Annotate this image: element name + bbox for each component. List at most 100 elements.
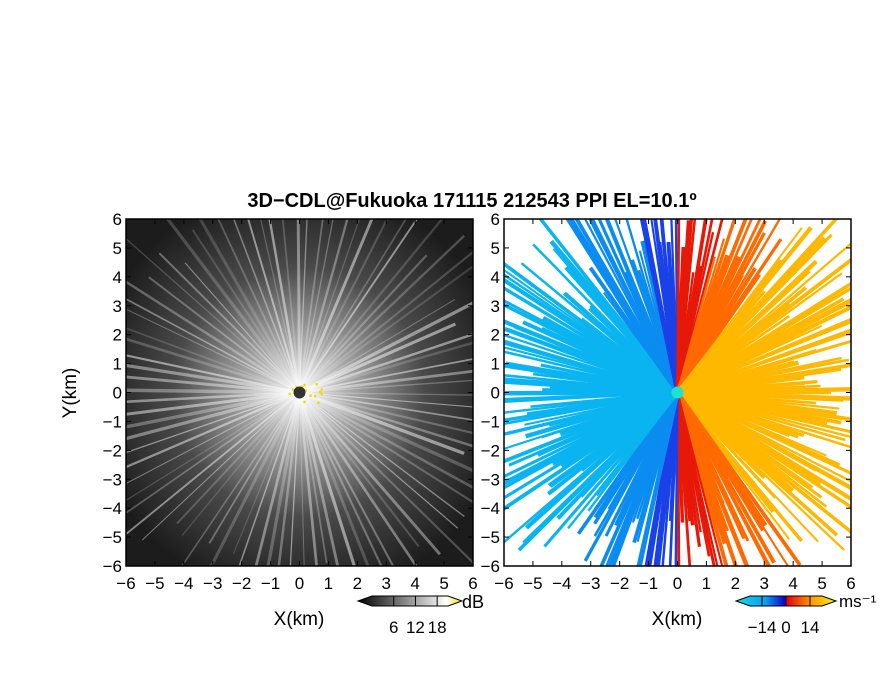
- y-tick-label: −3: [103, 470, 122, 489]
- speckle: [320, 388, 323, 391]
- echo-ray: [126, 391, 300, 416]
- echo-ray: [299, 379, 473, 394]
- echo-ray: [277, 392, 301, 566]
- echo-ray: [126, 354, 300, 394]
- colorbar-tick-label: 18: [428, 618, 447, 637]
- x-tick-label: 2: [353, 574, 362, 593]
- y-tick-label: 5: [113, 239, 122, 258]
- x-tick-label: 0: [673, 574, 682, 593]
- echo-ray: [198, 219, 301, 394]
- echo-ray: [299, 391, 473, 448]
- y-tick-label: −1: [103, 412, 122, 431]
- x-tick-label: 3: [382, 574, 391, 593]
- velocity-ray: [676, 391, 851, 475]
- y-tick-label: −4: [103, 499, 122, 518]
- speckle: [320, 392, 324, 396]
- echo-ray: [299, 391, 473, 421]
- echo-ray: [268, 219, 301, 393]
- echo-ray: [217, 219, 301, 393]
- x-tick-label: −1: [639, 574, 658, 593]
- echo-ray: [238, 392, 301, 566]
- echo-ray: [298, 392, 340, 566]
- echo-ray: [298, 392, 383, 566]
- y-tick-label: 2: [113, 326, 122, 345]
- echo-ray: [126, 363, 300, 395]
- speckle: [315, 383, 318, 386]
- x-tick-label: −3: [203, 574, 222, 593]
- echo-ray: [298, 219, 349, 393]
- echo-ray: [126, 391, 300, 404]
- echo-ray: [126, 391, 301, 536]
- echo-ray: [298, 301, 473, 395]
- echo-ray: [126, 391, 300, 469]
- velocity-ray: [676, 219, 697, 393]
- echo-ray: [209, 391, 301, 566]
- echo-ray: [126, 375, 300, 394]
- echo-ray: [266, 392, 302, 566]
- echo-ray: [298, 219, 407, 393]
- y-tick-label: 0: [491, 384, 500, 403]
- echo-ray: [299, 369, 473, 394]
- reflectivity-colorbar-unit: dB: [462, 592, 484, 612]
- velocity-colorbar: −14 0 14 ms⁻¹: [734, 592, 877, 637]
- echo-ray: [126, 308, 300, 393]
- speckle: [303, 400, 306, 404]
- echo-ray: [298, 391, 418, 566]
- y-tick-label: 5: [491, 239, 500, 258]
- y-tick-label: 4: [491, 268, 500, 287]
- velocity-ray: [676, 320, 851, 394]
- speckle: [300, 385, 304, 389]
- echo-ray: [299, 333, 473, 394]
- echo-ray: [232, 219, 301, 393]
- speckle: [288, 392, 292, 396]
- echo-ray: [254, 392, 301, 566]
- echo-ray: [126, 388, 300, 395]
- y-tick-label: −5: [103, 528, 122, 547]
- echo-ray: [176, 391, 301, 525]
- velocity-ray: [625, 219, 679, 393]
- speckle: [291, 388, 295, 391]
- x-tick-label: −2: [232, 574, 251, 593]
- echo-ray: [298, 391, 420, 548]
- echo-ray: [126, 237, 300, 393]
- echo-ray: [298, 250, 473, 394]
- speckle: [303, 383, 306, 387]
- y-tick-label: 1: [113, 355, 122, 374]
- x-tick-label: −2: [610, 574, 629, 593]
- y-tick-label: 1: [491, 355, 500, 374]
- echo-ray: [126, 391, 300, 454]
- reflectivity-colorbar-bar: [356, 595, 464, 607]
- echo-ray: [126, 298, 300, 394]
- y-tick-label: −6: [103, 557, 122, 576]
- echo-ray: [289, 392, 301, 566]
- echo-ray: [298, 391, 473, 490]
- speckle: [318, 390, 322, 394]
- echo-ray: [298, 392, 318, 566]
- echo-ray: [298, 219, 361, 393]
- x-tick-label: −5: [523, 574, 542, 593]
- colorbar-tick-label: 0: [781, 618, 790, 637]
- echo-ray: [298, 391, 370, 566]
- echo-ray: [126, 280, 301, 394]
- echo-ray: [126, 392, 300, 485]
- x-tick-label: −4: [552, 574, 571, 593]
- echo-ray: [298, 390, 465, 455]
- echo-ray: [298, 219, 308, 393]
- echo-ray: [298, 322, 457, 394]
- velocity-ray: [677, 387, 851, 395]
- echo-ray: [298, 219, 374, 394]
- x-tick-label: 6: [468, 574, 477, 593]
- reflectivity-x-label: X(km): [274, 609, 325, 630]
- echo-ray: [299, 392, 459, 529]
- echo-ray: [184, 262, 300, 393]
- y-tick-label: 3: [113, 297, 122, 316]
- reflectivity-colorbar: 6 12 18 dB: [356, 592, 484, 637]
- x-tick-label: 0: [295, 574, 304, 593]
- x-tick-label: 4: [410, 574, 419, 593]
- echo-ray: [126, 391, 300, 502]
- x-tick-label: 6: [846, 574, 855, 593]
- echo-ray: [181, 392, 301, 537]
- echo-ray: [298, 392, 328, 564]
